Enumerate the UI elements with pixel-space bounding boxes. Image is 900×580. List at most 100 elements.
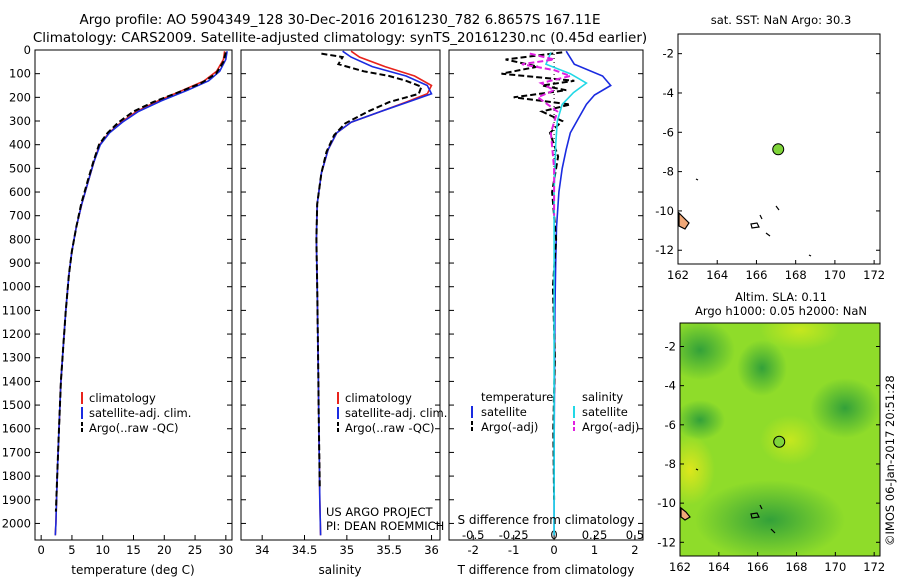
depth-tick-label: 500 — [9, 161, 31, 175]
salinity-panel: 34 34.5 35 35.5 36 salinity climatology sate… — [240, 49, 447, 577]
difference-x-tick-label: -1 — [508, 543, 519, 557]
salinity-lines — [315, 50, 433, 536]
temperature-x-tick-label: 0 — [37, 543, 44, 557]
difference-x-tick-label: 1 — [591, 543, 598, 557]
island-outline — [759, 504, 763, 510]
series-line-argo-raw-qc — [54, 52, 227, 512]
map-x-tick-label: 162 — [669, 560, 691, 574]
figure-title-line-2: Climatology: CARS2009. Satellite-adjuste… — [33, 30, 647, 46]
difference-panel: -2 -1 0 1 2 -0.5 -0.25 0 0.25 0.5 T difference f… — [448, 49, 644, 577]
depth-tick-label: 1900 — [2, 493, 31, 507]
project-annotation: US ARGO PROJECT — [326, 505, 434, 519]
difference-x-tick-label: 2 — [631, 543, 638, 557]
sla-coastlines — [680, 468, 776, 534]
depth-tick-label: 900 — [9, 256, 31, 270]
difference-x-ticks: -2 -1 0 1 2 — [468, 535, 639, 557]
depth-tick-label: 1100 — [2, 303, 31, 317]
sst-x-ticks: 162 164 166 168 170 172 — [667, 260, 885, 282]
depth-tick-label: 800 — [9, 232, 31, 246]
depth-tick-label: 2000 — [2, 516, 31, 530]
temperature-panel: 0100200300400500600700800900100011001200… — [2, 43, 233, 577]
salinity-difference-tick-label: -0.5 — [462, 528, 484, 542]
sla-heatmap — [680, 323, 880, 556]
island-outline — [808, 254, 812, 257]
temperature-x-tick-label: 25 — [188, 543, 203, 557]
map-x-tick-label: 170 — [824, 560, 846, 574]
temperature-x-ticks: 0 5 10 15 20 25 30 — [37, 535, 233, 557]
map-x-tick-label: 168 — [785, 268, 807, 282]
depth-tick-label: 1600 — [2, 422, 31, 436]
difference-x-tick-label: 0 — [550, 543, 557, 557]
salinity-x-tick-label: 36 — [424, 543, 439, 557]
figure-title-line-1: Argo profile: AO 5904349_128 30-Dec-2016… — [79, 12, 600, 28]
map-x-tick-label: 164 — [708, 560, 730, 574]
series-line-s-satellite — [544, 52, 588, 536]
salinity-difference-tick-label: 0.25 — [582, 528, 608, 542]
depth-tick-label: 1400 — [2, 374, 31, 388]
depth-tick-label: 100 — [9, 67, 31, 81]
series-line-satellite-adj-clim — [315, 50, 433, 536]
sst-coastlines — [678, 178, 812, 257]
salinity-difference-tick-label: -0.25 — [499, 528, 529, 542]
legend-climatology-label: climatology — [345, 391, 412, 405]
depth-tick-label: 0 — [24, 43, 31, 57]
island-outline — [765, 232, 771, 237]
sla-anomaly-low — [680, 400, 725, 440]
map-x-tick-label: 172 — [863, 560, 885, 574]
map-x-tick-label: 172 — [863, 268, 885, 282]
series-line-argo-raw-qc — [315, 52, 423, 488]
map-y-tick-label: -4 — [663, 86, 674, 100]
map-y-tick-label: -6 — [663, 125, 674, 139]
salinity-y-ticks — [241, 49, 440, 524]
sla-map-frame — [679, 322, 881, 557]
sla-anomaly-high — [760, 323, 840, 350]
island-outline — [759, 214, 763, 220]
sla-anomaly-low — [737, 340, 787, 396]
salinity-x-tick-label: 34 — [255, 543, 270, 557]
sla-anomaly-low — [680, 323, 735, 380]
map-x-tick-label: 170 — [824, 268, 846, 282]
sst-y-ticks: -2 -4 -6 -8 -10 -12 — [655, 47, 880, 257]
salinity-plot-frame — [240, 49, 441, 541]
salinity-difference-tick-label: 0.5 — [626, 528, 644, 542]
island-outline — [680, 506, 691, 521]
sla-y-ticks: -2 -4 -6 -8 -10 -12 — [657, 339, 880, 549]
sla-anomaly-low — [695, 480, 845, 556]
series-line-t-argo-adj — [501, 51, 575, 500]
map-y-tick-label: -12 — [655, 243, 674, 257]
depth-tick-label: 700 — [9, 209, 31, 223]
depth-tick-label: 1800 — [2, 469, 31, 483]
salinity-x-tick-label: 35 — [340, 543, 355, 557]
legend-argo-label: Argo(..raw -QC) — [89, 421, 179, 435]
pi-annotation: PI: DEAN ROEMMICH — [326, 519, 444, 533]
temperature-x-tick-label: 5 — [68, 543, 75, 557]
legend-satellite-label: satellite-adj. clim. — [345, 406, 447, 420]
sla-x-ticks: 162 164 166 168 170 172 — [669, 552, 885, 574]
legend-t-argo-label: Argo(-adj) — [481, 420, 538, 434]
island-outline — [770, 528, 776, 534]
salinity-x-ticks: 34 34.5 35 35.5 36 — [255, 535, 439, 557]
map-y-tick-label: -12 — [657, 535, 676, 549]
island-outline — [750, 222, 760, 229]
difference-legend: temperature salinity satellite satellite… — [471, 390, 639, 434]
map-x-tick-label: 162 — [667, 268, 689, 282]
series-line-s-argo-adj — [521, 52, 574, 216]
legend-climatology-label: climatology — [89, 391, 156, 405]
legend-satellite-label: satellite-adj. clim. — [89, 406, 191, 420]
map-y-tick-label: -6 — [665, 418, 676, 432]
legend-t-satellite-label: satellite — [481, 405, 527, 419]
salinity-legend: climatology satellite-adj. clim. Argo(..… — [337, 391, 447, 435]
map-y-tick-label: -2 — [665, 339, 676, 353]
temperature-x-tick-label: 15 — [126, 543, 141, 557]
map-y-tick-label: -4 — [665, 379, 676, 393]
series-line-t-satellite — [553, 50, 612, 536]
island-outline — [678, 211, 690, 230]
salinity-x-tick-label: 34.5 — [292, 543, 318, 557]
series-line-climatology — [54, 51, 226, 536]
difference-y-ticks — [449, 49, 643, 524]
difference-x-tick-label: -2 — [468, 543, 479, 557]
temperature-y-ticks: 0 100 200 300 400 500 600 700 800 900 1000 1100 1200… — [2, 43, 232, 530]
map-x-tick-label: 168 — [786, 560, 808, 574]
temperature-legend: climatology satellite-adj. clim. Argo(..… — [81, 391, 191, 435]
